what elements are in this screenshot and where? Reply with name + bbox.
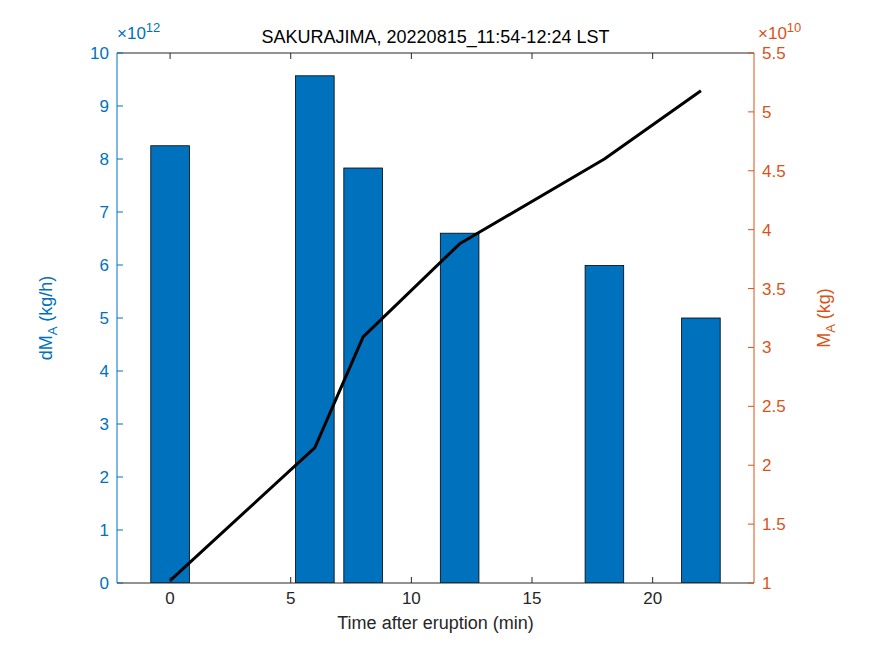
- y-tick: [117, 53, 123, 54]
- x-tick: [290, 577, 291, 583]
- y-tick: [117, 212, 123, 213]
- x-tick: [532, 577, 533, 583]
- y-axis-label: dMA (kg/h): [36, 276, 60, 361]
- y-tick-label: 10: [90, 44, 109, 63]
- y-tick-label: 5: [100, 309, 109, 328]
- y2-tick: [748, 288, 754, 289]
- x-tick: [652, 577, 653, 583]
- bar: [296, 76, 335, 583]
- y2-tick: [748, 111, 754, 112]
- y2-tick-label: 5: [762, 103, 771, 122]
- y-tick: [117, 265, 123, 266]
- y-tick-label: 0: [100, 574, 109, 593]
- x-tick-top: [170, 53, 171, 59]
- y2-tick: [748, 406, 754, 407]
- bar: [585, 266, 624, 583]
- y-tick-label: 3: [100, 415, 109, 434]
- y2-tick-label: 3: [762, 338, 771, 357]
- y2-tick: [748, 583, 754, 584]
- line: [170, 91, 701, 581]
- x-tick-top: [652, 53, 653, 59]
- y2-tick: [748, 229, 754, 230]
- y-tick: [117, 318, 123, 319]
- y2-tick: [748, 347, 754, 348]
- x-tick-label: 0: [165, 589, 174, 608]
- y-tick-label: 2: [100, 468, 109, 487]
- x-tick-top: [290, 53, 291, 59]
- y-tick-label: 1: [100, 521, 109, 540]
- x-tick-top: [532, 53, 533, 59]
- background: [0, 0, 875, 656]
- x-tick-top: [411, 53, 412, 59]
- exponent-base: ×10: [117, 24, 146, 43]
- y-tick: [117, 106, 123, 107]
- y-tick: [117, 159, 123, 160]
- axis-exponent: ×1012: [117, 20, 160, 43]
- y-tick-label: 9: [100, 97, 109, 116]
- y-axis-label-rest: (kg/h): [36, 276, 56, 327]
- plot-area: [117, 53, 754, 583]
- y2-axis-label-rest: (kg): [814, 288, 834, 324]
- marks: [151, 76, 720, 583]
- y-tick-label: 7: [100, 203, 109, 222]
- y-tick-label: 4: [100, 362, 109, 381]
- y2-tick: [748, 170, 754, 171]
- bar: [440, 233, 479, 583]
- y2-tick-label: 2: [762, 456, 771, 475]
- y2-tick-label: 2.5: [762, 397, 786, 416]
- top-frame-line: [117, 53, 754, 54]
- y2-tick-label: 3.5: [762, 280, 786, 299]
- y2-tick-label: 1: [762, 574, 771, 593]
- bar: [682, 318, 721, 583]
- y2-tick: [748, 524, 754, 525]
- title: SAKURAJIMA, 20220815_11:54-12:24 LST: [262, 27, 610, 48]
- x-axis-line: [117, 583, 754, 584]
- exponent-base: ×10: [758, 24, 787, 43]
- y2-axis-label: MA (kg): [814, 288, 838, 348]
- x-tick-label: 10: [402, 589, 421, 608]
- y-tick-label: 6: [100, 256, 109, 275]
- y-tick: [117, 424, 123, 425]
- y2-axis-line: [754, 53, 755, 583]
- x-tick: [411, 577, 412, 583]
- chart: 0510152001234567891011.522.533.544.555.5…: [0, 0, 875, 656]
- y2-tick: [748, 465, 754, 466]
- x-axis-label: Time after eruption (min): [337, 613, 533, 633]
- bar: [344, 168, 383, 583]
- y-tick: [117, 530, 123, 531]
- exponent-power: 10: [787, 20, 801, 35]
- y2-tick: [748, 53, 754, 54]
- y-tick: [117, 477, 123, 478]
- y2-tick-label: 4: [762, 221, 771, 240]
- x-tick: [170, 577, 171, 583]
- x-tick-label: 5: [286, 589, 295, 608]
- y-axis-label-base: dM: [36, 335, 56, 360]
- y2-tick-label: 5.5: [762, 44, 786, 63]
- y-tick: [117, 371, 123, 372]
- y2-tick-label: 1.5: [762, 515, 786, 534]
- y2-axis-label-base: M: [814, 333, 834, 348]
- y2-tick-label: 4.5: [762, 162, 786, 181]
- x-tick-label: 15: [523, 589, 542, 608]
- y-tick-label: 8: [100, 150, 109, 169]
- x-tick-label: 20: [643, 589, 662, 608]
- axis-exponent: ×1010: [758, 20, 801, 43]
- y-axis-label-sub: A: [45, 326, 60, 335]
- y2-axis-label-sub: A: [823, 324, 838, 333]
- exponent-power: 12: [146, 20, 160, 35]
- y-tick: [117, 583, 123, 584]
- bar: [151, 146, 190, 583]
